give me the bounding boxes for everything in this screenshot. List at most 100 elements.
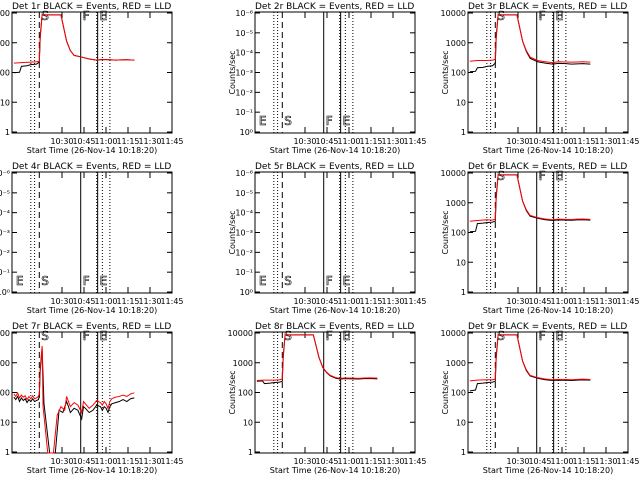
y-tick-label: 10⁻⁴ <box>0 209 10 218</box>
y-tick-label: 10⁻¹ <box>0 268 10 277</box>
y-tick-label: 10⁻⁶ <box>235 169 253 178</box>
y-tick-label: 10⁻⁵ <box>235 189 253 198</box>
y-axis-label: Counts/sec <box>228 210 237 254</box>
y-tick-label: 1 <box>461 128 466 137</box>
y-tick-label: 10000 <box>441 9 466 18</box>
marker-label: F <box>326 114 333 128</box>
chart-title: Det 2r BLACK = Events, RED = LLD <box>255 2 414 12</box>
series-line-events <box>469 14 591 73</box>
marker-label: E <box>343 274 351 288</box>
marker-label: F <box>83 274 90 288</box>
marker-label: S <box>284 114 292 128</box>
x-tick-label: 11:30 <box>381 137 404 146</box>
x-tick-label: 11:30 <box>594 297 617 306</box>
x-tick-label: 10:45 <box>528 457 551 466</box>
x-tick-label: 10:45 <box>72 457 95 466</box>
marker-label: E <box>16 274 24 288</box>
plot-frame <box>254 171 416 294</box>
chart-panel: Det 2r BLACK = Events, RED = LLD 10⁰ 10⁻¹ 1… <box>228 2 427 155</box>
x-tick-label: 11:00 <box>337 457 360 466</box>
chart-title: Det 3r BLACK = Events, RED = LLD <box>468 2 627 12</box>
x-tick-label: 10:45 <box>72 297 95 306</box>
chart-panel: Det 6r BLACK = Events, RED = LLD 1 10 100 10… <box>441 162 640 315</box>
series-line-events <box>13 348 135 454</box>
y-tick-label: 10⁻² <box>0 248 10 257</box>
x-tick-label: 11:30 <box>594 457 617 466</box>
marker-label: S <box>284 274 292 288</box>
x-tick-label: 11:45 <box>160 137 183 146</box>
x-tick-label: 10:30 <box>293 137 316 146</box>
x-tick-label: 11:15 <box>359 137 382 146</box>
chart-title: Det 1r BLACK = Events, RED = LLD <box>12 2 171 12</box>
x-tick-label: 10:45 <box>315 457 338 466</box>
y-tick-label: 10⁻⁴ <box>235 49 253 58</box>
x-tick-label: 11:00 <box>94 137 117 146</box>
y-tick-label: 100 <box>0 389 10 398</box>
plot-frame <box>11 11 173 134</box>
y-tick-label: 10⁻¹ <box>235 268 253 277</box>
y-tick-label: 10 <box>0 98 10 107</box>
marker-label: F <box>326 329 333 343</box>
y-tick-label: 10000 <box>0 329 10 338</box>
marker-label: F <box>539 329 546 343</box>
marker-label: E <box>556 329 564 343</box>
marker-label: E <box>343 329 351 343</box>
y-tick-label: 10⁻² <box>235 88 253 97</box>
x-axis-label: Start Time (26-Nov-14 10:18:20) <box>27 466 157 475</box>
series-line-lld <box>469 14 591 64</box>
y-tick-label: 100 <box>0 69 10 78</box>
x-tick-label: 10:45 <box>528 297 551 306</box>
marker-label: E <box>259 114 267 128</box>
y-tick-label: 10⁻¹ <box>235 108 253 117</box>
x-axis-label: Start Time (26-Nov-14 10:18:20) <box>483 466 613 475</box>
y-tick-label: 10000 <box>228 329 253 338</box>
y-tick-label: 1000 <box>446 359 466 368</box>
x-axis-label: Start Time (26-Nov-14 10:18:20) <box>270 466 400 475</box>
y-tick-label: 10⁻⁴ <box>235 209 253 218</box>
plot-frame <box>467 11 629 134</box>
plot-frame <box>254 11 416 134</box>
y-tick-label: 100 <box>238 389 253 398</box>
plot-frame <box>467 331 629 454</box>
y-tick-label: 10⁻² <box>235 248 253 257</box>
series-line-events <box>469 174 591 233</box>
marker-label: E <box>556 9 564 23</box>
y-tick-label: 1000 <box>0 359 10 368</box>
marker-label: E <box>100 329 108 343</box>
y-tick-label: 1 <box>5 128 10 137</box>
x-tick-label: 11:30 <box>138 297 161 306</box>
y-tick-label: 1000 <box>233 359 253 368</box>
marker-label: F <box>539 9 546 23</box>
x-tick-label: 11:15 <box>572 137 595 146</box>
chart-title: Det 6r BLACK = Events, RED = LLD <box>468 162 627 172</box>
y-axis-label: Counts/sec <box>441 210 450 254</box>
y-axis-label: Counts/sec <box>441 50 450 94</box>
y-tick-label: 10⁰ <box>240 288 253 297</box>
x-tick-label: 10:45 <box>315 297 338 306</box>
y-tick-label: 10⁻⁵ <box>0 189 10 198</box>
x-tick-label: 11:45 <box>616 457 639 466</box>
x-tick-label: 11:30 <box>381 297 404 306</box>
x-tick-label: 11:30 <box>138 137 161 146</box>
y-tick-label: 1 <box>461 448 466 457</box>
chart-panel: Det 4r BLACK = Events, RED = LLD 10⁰ 10⁻¹ 1… <box>0 162 184 315</box>
x-tick-label: 11:00 <box>550 457 573 466</box>
y-axis-label: Counts/sec <box>228 50 237 94</box>
x-tick-label: 11:30 <box>381 457 404 466</box>
y-tick-label: 1 <box>461 288 466 297</box>
y-tick-label: 100 <box>451 389 466 398</box>
marker-label: E <box>556 169 564 183</box>
chart-title: Det 9r BLACK = Events, RED = LLD <box>468 322 627 332</box>
y-tick-label: 1 <box>248 448 253 457</box>
marker-label: E <box>343 114 351 128</box>
marker-label: E <box>100 274 108 288</box>
x-tick-label: 11:00 <box>550 137 573 146</box>
chart-panel: Det 3r BLACK = Events, RED = LLD 1 10 100 10… <box>441 2 640 155</box>
x-axis-label: Start Time (26-Nov-14 10:18:20) <box>27 146 157 155</box>
series-line-lld <box>13 345 135 454</box>
x-tick-label: 11:15 <box>572 297 595 306</box>
x-tick-label: 11:30 <box>594 137 617 146</box>
series-line-lld <box>13 14 135 64</box>
x-tick-label: 11:45 <box>616 137 639 146</box>
